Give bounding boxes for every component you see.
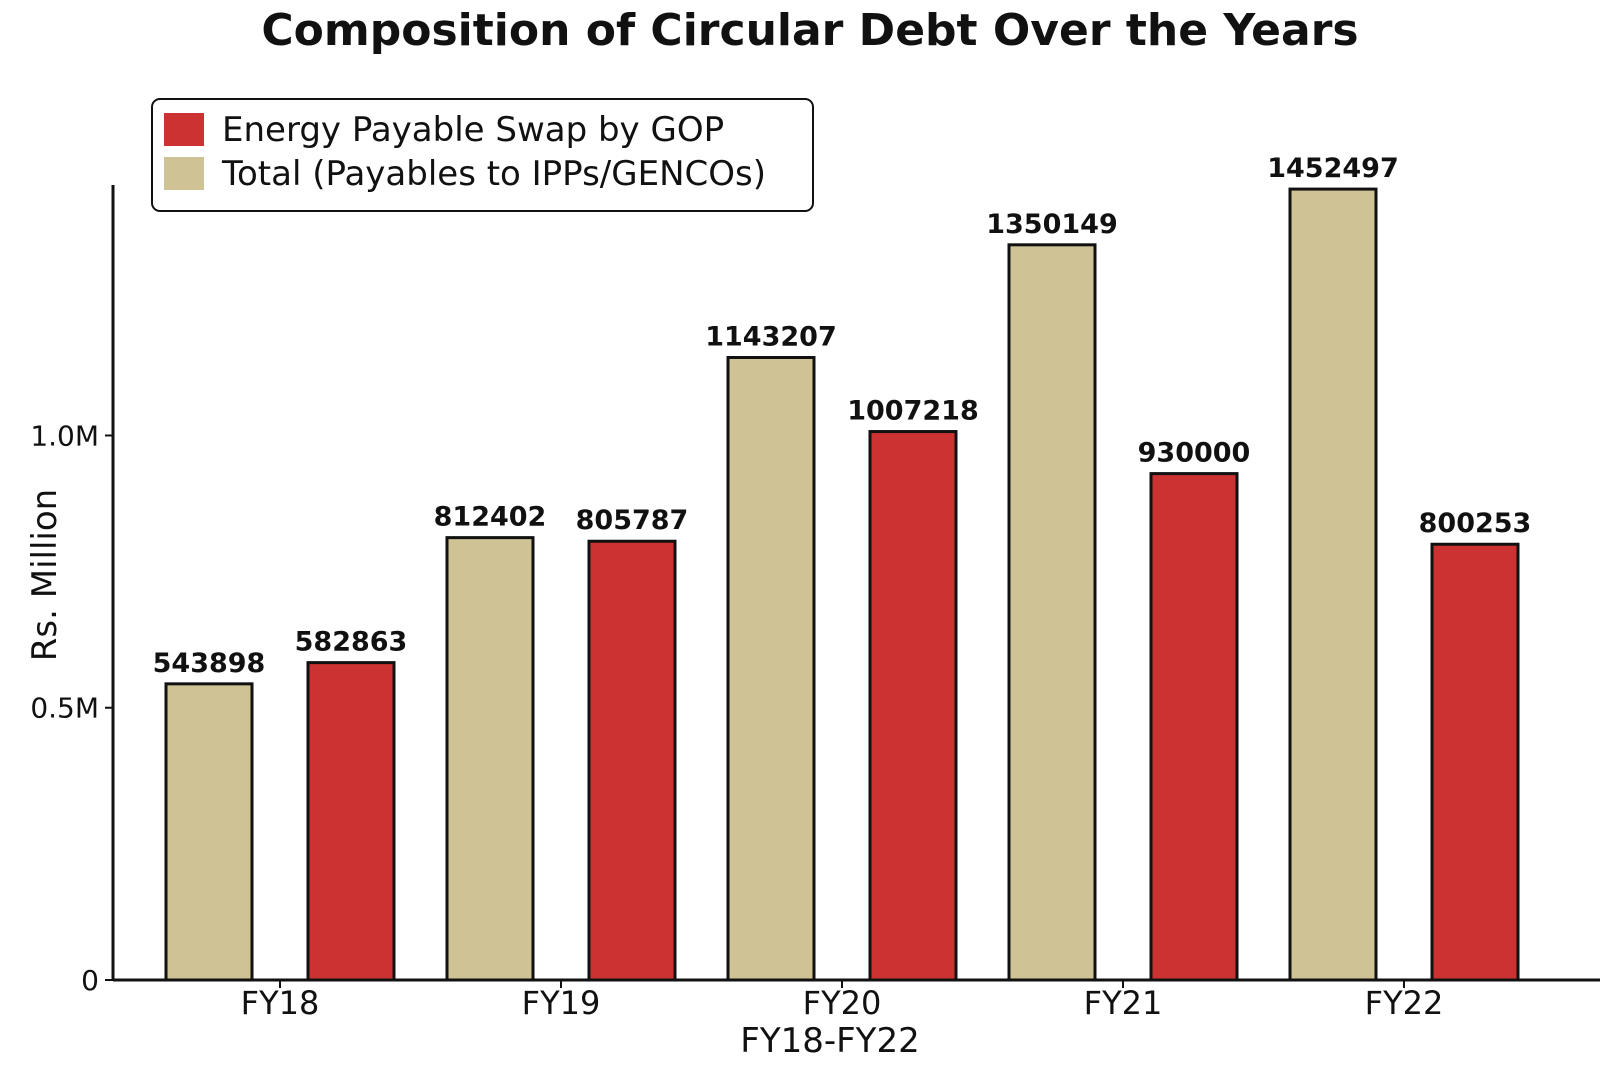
data-label: 812402 <box>434 502 547 533</box>
chart-title: Composition of Circular Debt Over the Ye… <box>261 5 1358 56</box>
legend-entry: Energy Payable Swap by GOP <box>222 110 724 150</box>
legend-entry: Total (Payables to IPPs/GENCOs) <box>221 154 766 194</box>
x-tick-label: FY18 <box>241 984 320 1022</box>
bar-total-fy18 <box>164 682 254 982</box>
y-tick-label: 0.5M <box>30 692 99 725</box>
y-ticks: 0 0.5M 1.0M <box>30 419 113 997</box>
bar-swap-fy19 <box>587 539 677 982</box>
y-axis-label: Rs. Million <box>25 489 65 661</box>
bar-swap-fy18 <box>306 661 396 982</box>
data-label: 1007218 <box>847 396 979 427</box>
bar-swap-fy22 <box>1430 542 1520 982</box>
x-ticks: FY18 FY19 FY20 FY21 FY22 <box>241 980 1444 1022</box>
data-label: 1452497 <box>1267 153 1399 184</box>
bar-total-fy19 <box>445 536 535 982</box>
data-label: 805787 <box>576 505 689 536</box>
x-axis-label: FY18-FY22 <box>740 1021 919 1061</box>
x-tick-label: FY19 <box>522 984 601 1022</box>
legend-box <box>151 98 814 212</box>
y-tick-label: 1.0M <box>30 419 99 452</box>
data-label: 543898 <box>153 648 266 679</box>
bar-swap-fy21 <box>1149 472 1239 982</box>
x-tick-label: FY22 <box>1365 984 1444 1022</box>
x-tick-label: FY21 <box>1084 984 1163 1022</box>
bar-swap-fy20 <box>868 430 958 982</box>
data-label: 1350149 <box>986 209 1118 240</box>
bar-total-fy21 <box>1007 243 1097 982</box>
data-label: 1143207 <box>705 322 837 353</box>
bars <box>164 187 1520 982</box>
y-tick-label: 0 <box>81 964 99 997</box>
data-label: 930000 <box>1138 438 1251 469</box>
x-tick-label: FY20 <box>803 984 882 1022</box>
data-labels: 543898 582863 812402 805787 1143207 1007218 13… <box>153 153 1532 679</box>
legend-swatch <box>164 157 204 190</box>
bar-total-fy22 <box>1288 187 1378 982</box>
legend-swatch <box>164 113 204 146</box>
bar-total-fy20 <box>726 356 816 982</box>
data-label: 582863 <box>295 627 408 658</box>
data-label: 800253 <box>1419 508 1532 539</box>
